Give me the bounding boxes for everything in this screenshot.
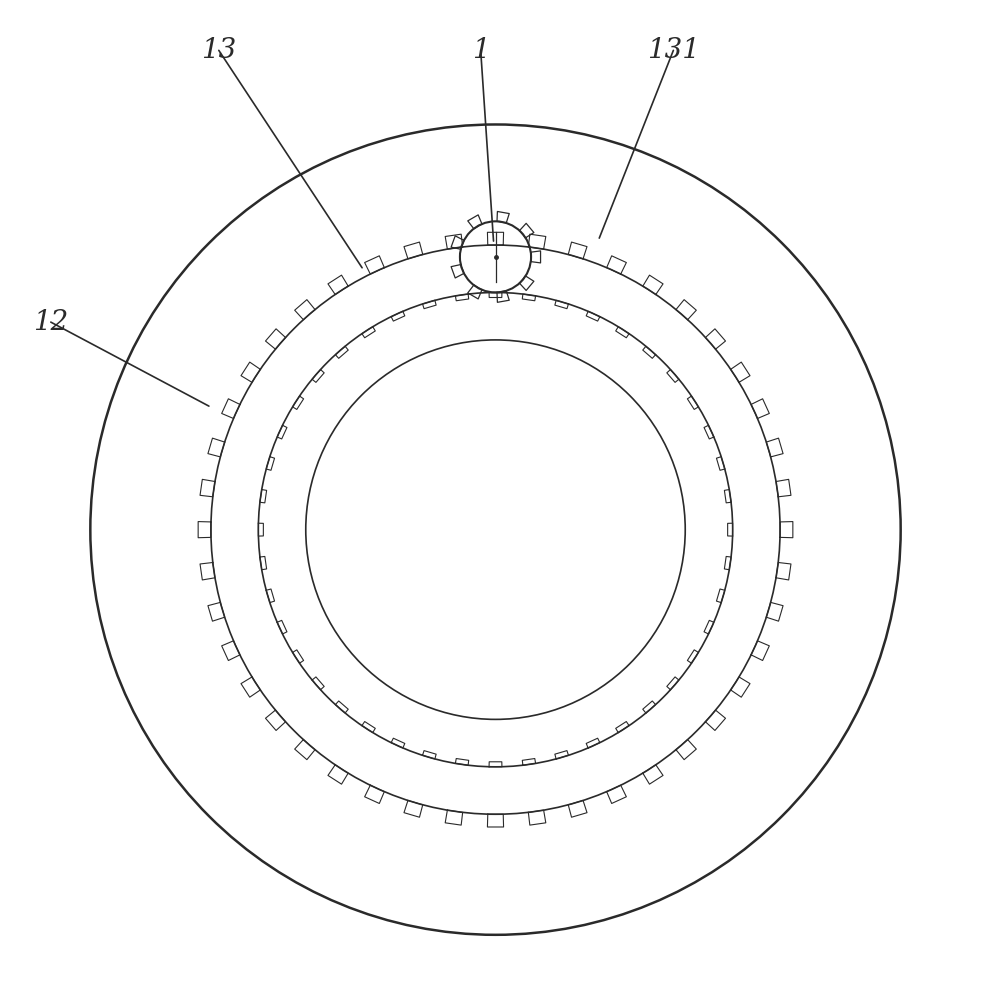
Text: 12: 12 (33, 309, 68, 336)
Text: 131: 131 (647, 37, 700, 64)
Text: 13: 13 (201, 37, 237, 64)
Text: 1: 1 (472, 37, 490, 64)
